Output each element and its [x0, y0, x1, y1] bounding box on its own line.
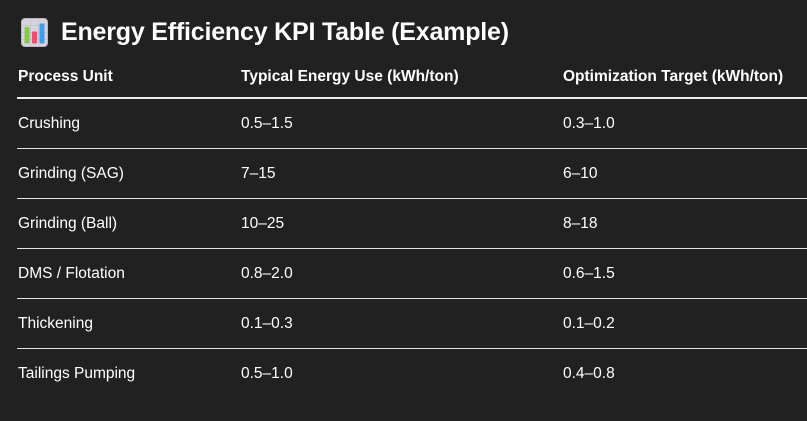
bar-chart-icon	[21, 17, 48, 47]
table-row: Tailings Pumping 0.5–1.0 0.4–0.8	[17, 349, 807, 399]
table-cell: Grinding (Ball)	[17, 198, 240, 249]
kpi-table: Process Unit Typical Energy Use (kWh/ton)…	[17, 68, 807, 398]
table-cell: 10–25	[240, 198, 562, 249]
table-row: Thickening 0.1–0.3 0.1–0.2	[17, 298, 807, 349]
table-cell: 7–15	[240, 148, 562, 199]
page-header: Energy Efficiency KPI Table (Example)	[0, 0, 807, 47]
table-body: Crushing 0.5–1.5 0.3–1.0 Grinding (SAG) 7–15…	[17, 98, 807, 398]
table-row: Crushing 0.5–1.5 0.3–1.0	[17, 98, 807, 149]
table-cell: Thickening	[17, 298, 240, 349]
column-header: Process Unit	[17, 68, 240, 99]
table-cell: 0.1–0.3	[240, 298, 562, 349]
table-cell: Tailings Pumping	[18, 364, 136, 382]
table-row: Grinding (SAG) 7–15 6–10	[17, 148, 807, 199]
table-cell: 0.5–1.0	[241, 364, 293, 382]
table-cell: Grinding (SAG)	[17, 148, 240, 199]
table-cell: 0.5–1.5	[240, 98, 562, 149]
column-header: Optimization Target (kWh/ton)	[562, 68, 807, 99]
table-cell: Crushing	[17, 98, 240, 149]
table-cell: 0.6–1.5	[562, 248, 807, 299]
page-title: Energy Efficiency KPI Table (Example)	[61, 18, 509, 46]
table-cell: 8–18	[562, 198, 807, 249]
table-cell: 0.4–0.8	[563, 364, 615, 382]
table-cell: 6–10	[562, 148, 807, 199]
table-cell: 0.3–1.0	[562, 98, 807, 149]
table-row: Grinding (Ball) 10–25 8–18	[17, 198, 807, 249]
column-header: Typical Energy Use (kWh/ton)	[240, 68, 562, 99]
table-cell: 0.1–0.2	[562, 298, 807, 349]
table-row: DMS / Flotation 0.8–2.0 0.6–1.5	[17, 248, 807, 299]
table-header-row: Process Unit Typical Energy Use (kWh/ton)…	[17, 68, 807, 99]
table-cell: DMS / Flotation	[17, 248, 240, 299]
table-cell: 0.8–2.0	[240, 248, 562, 299]
